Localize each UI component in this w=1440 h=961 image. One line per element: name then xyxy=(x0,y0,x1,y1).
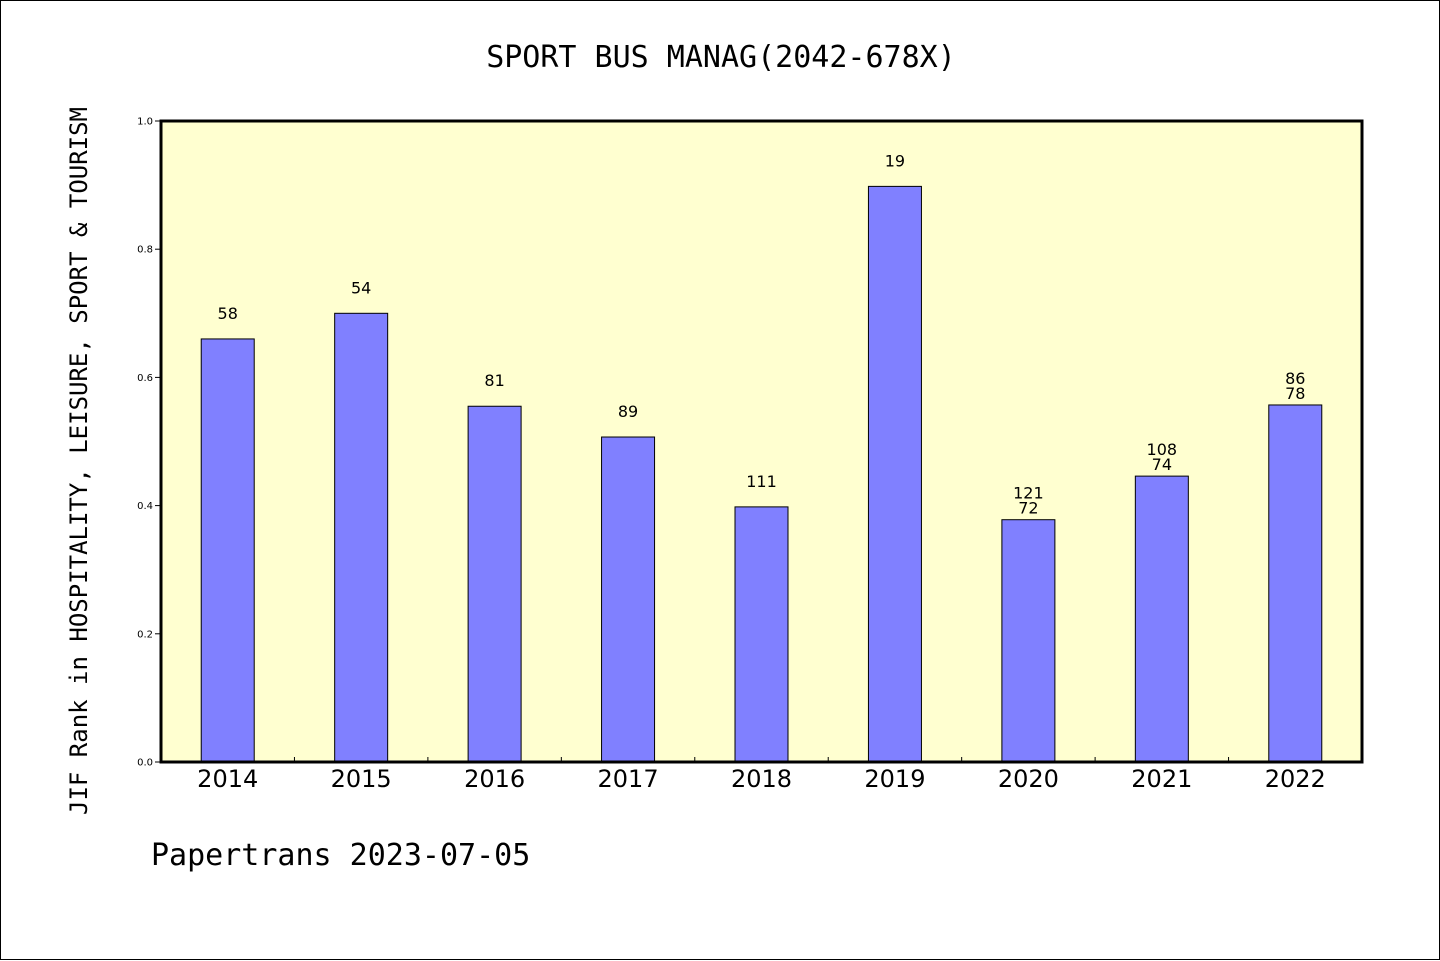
bar-data-label: 54 xyxy=(351,278,371,297)
bar-data-label: 121 xyxy=(1013,484,1044,503)
y-tick-label: 1.0 xyxy=(137,117,153,128)
plot-border xyxy=(159,119,1364,764)
x-tick-label: 2022 xyxy=(1265,765,1326,793)
bar xyxy=(334,312,389,763)
x-tick-label: 2020 xyxy=(998,765,1059,793)
bar-data-label: 19 xyxy=(885,151,905,170)
chart-title: SPORT BUS MANAG(2042-678X) xyxy=(486,40,956,75)
bar xyxy=(1001,519,1056,763)
bar-data-label: 74 xyxy=(1152,455,1172,474)
footer-credit: Papertrans 2023-07-05 xyxy=(151,838,530,873)
y-tick-label: 0.0 xyxy=(137,758,153,769)
bar xyxy=(1268,404,1323,763)
bar-data-label: 89 xyxy=(618,402,638,421)
y-tick-label: 0.4 xyxy=(137,501,153,512)
bar xyxy=(1134,475,1189,763)
x-tick-label: 2015 xyxy=(331,765,392,793)
bar xyxy=(467,405,522,763)
bar-data-label: 86 xyxy=(1285,369,1305,388)
bar xyxy=(734,506,789,763)
axis-ticks: 0.0 0.2 0.4 0.6 0.8 1.0 2014 2015 2016 2017 2018 20… xyxy=(137,117,1326,794)
x-tick-label: 2021 xyxy=(1131,765,1192,793)
bar-data-label: 78 xyxy=(1285,384,1305,403)
bar-data-label: 108 xyxy=(1147,440,1178,459)
bar xyxy=(867,185,922,763)
x-tick-label: 2017 xyxy=(598,765,659,793)
bar-data-label: 81 xyxy=(484,371,504,390)
bar xyxy=(601,436,656,763)
bar xyxy=(200,338,255,763)
bar-data-label: 72 xyxy=(1018,499,1038,518)
y-axis-label: JIF Rank in HOSPITALITY, LEISURE, SPORT … xyxy=(65,107,93,815)
y-tick-label: 0.2 xyxy=(137,629,153,640)
x-tick-label: 2018 xyxy=(731,765,792,793)
bar-data-label: 111 xyxy=(746,472,777,491)
y-tick-label: 0.6 xyxy=(137,373,153,384)
bar-data-label: 58 xyxy=(218,304,238,323)
x-tick-label: 2014 xyxy=(197,765,258,793)
x-tick-label: 2019 xyxy=(864,765,925,793)
y-tick-label: 0.8 xyxy=(137,245,153,256)
x-tick-label: 2016 xyxy=(464,765,525,793)
